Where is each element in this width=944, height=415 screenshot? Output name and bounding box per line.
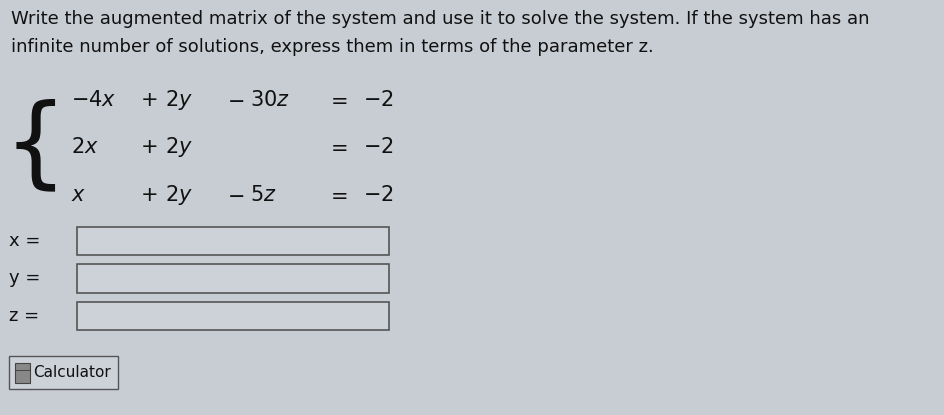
Text: $2x$: $2x$ [71,137,98,157]
Text: Write the augmented matrix of the system and use it to solve the system. If the : Write the augmented matrix of the system… [11,10,869,28]
Text: $-2$: $-2$ [363,90,394,110]
Text: $-2$: $-2$ [363,185,394,205]
Text: $=$: $=$ [326,137,347,157]
Text: $x$: $x$ [71,185,86,205]
Text: $-2$: $-2$ [363,137,394,157]
FancyBboxPatch shape [15,363,30,383]
Text: infinite number of solutions, express them in terms of the parameter z.: infinite number of solutions, express th… [11,38,654,56]
Text: $=$: $=$ [326,90,347,110]
Text: $-$: $-$ [227,185,244,205]
FancyBboxPatch shape [77,264,389,293]
Text: $2y$: $2y$ [165,88,194,112]
FancyBboxPatch shape [77,302,389,330]
Text: x =: x = [9,232,41,250]
Text: Calculator: Calculator [33,365,110,380]
Text: $2y$: $2y$ [165,135,194,159]
FancyBboxPatch shape [77,227,389,255]
Text: $+$: $+$ [140,185,157,205]
Text: $-$: $-$ [227,90,244,110]
Text: {: { [4,99,68,196]
Text: z =: z = [9,307,40,325]
Text: $+$: $+$ [140,137,157,157]
Text: $-4x$: $-4x$ [71,90,116,110]
FancyBboxPatch shape [9,356,118,389]
Text: $5z$: $5z$ [250,185,277,205]
Text: $2y$: $2y$ [165,183,194,207]
Text: y =: y = [9,269,41,288]
Text: $30z$: $30z$ [250,90,290,110]
Text: $=$: $=$ [326,185,347,205]
Text: $+$: $+$ [140,90,157,110]
